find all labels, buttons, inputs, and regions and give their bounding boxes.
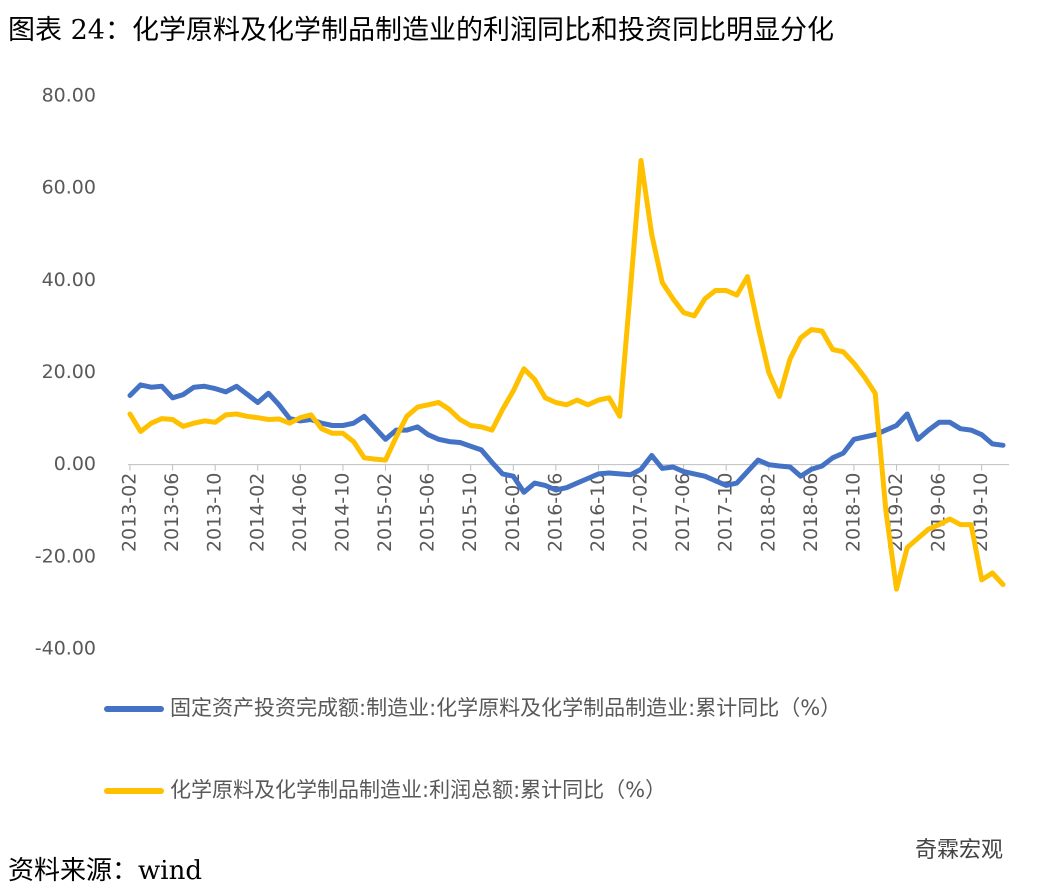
x-tick-label: 2013-06: [161, 473, 183, 552]
x-tick-label: 2013-10: [204, 473, 226, 552]
x-tick-label: 2015-06: [417, 473, 439, 552]
y-tick-label: 40.00: [42, 269, 96, 291]
y-tick-label: -20.00: [35, 545, 96, 567]
x-tick-label: 2018-02: [757, 473, 779, 552]
y-tick-label: 20.00: [42, 361, 96, 383]
legend-swatch: [104, 706, 164, 712]
y-tick-label: 60.00: [42, 177, 96, 199]
y-tick-label: 0.00: [54, 453, 96, 475]
x-tick-label: 2016-06: [544, 473, 566, 552]
x-tick-label: 2017-06: [672, 473, 694, 552]
line-series: [127, 382, 1006, 495]
y-tick-label: 80.00: [42, 85, 96, 107]
legend-label: 固定资产投资完成额:制造业:化学原料及化学制品制造业:累计同比（%）: [170, 696, 842, 720]
legend-swatch: [104, 788, 164, 794]
source: 资料来源：wind: [8, 856, 202, 886]
x-tick-label: 2019-10: [970, 473, 992, 552]
line-series: [127, 158, 1006, 592]
x-tick-label: 2016-02: [502, 473, 524, 552]
x-tick-label: 2014-10: [331, 473, 353, 552]
x-tick-label: 2019-06: [928, 473, 950, 552]
x-tick-label: 2014-06: [289, 473, 311, 552]
title: 图表 24：化学原料及化学制品制造业的利润同比和投资同比明显分化: [8, 15, 834, 46]
x-tick-label: 2013-02: [119, 473, 141, 552]
watermark: 奇霖宏观: [915, 838, 1004, 863]
x-tick-label: 2017-10: [715, 473, 737, 552]
x-tick-label: 2017-02: [630, 473, 652, 552]
x-tick-label: 2018-10: [842, 473, 864, 552]
x-tick-label: 2018-06: [800, 473, 822, 552]
y-tick-label: -40.00: [35, 638, 96, 660]
x-tick-label: 2015-10: [459, 473, 481, 552]
legend-label: 化学原料及化学制品制造业:利润总额:累计同比（%）: [170, 778, 667, 802]
x-tick-label: 2015-02: [374, 473, 396, 552]
x-tick-label: 2014-02: [246, 473, 268, 552]
x-tick-label: 2016-10: [587, 473, 609, 552]
